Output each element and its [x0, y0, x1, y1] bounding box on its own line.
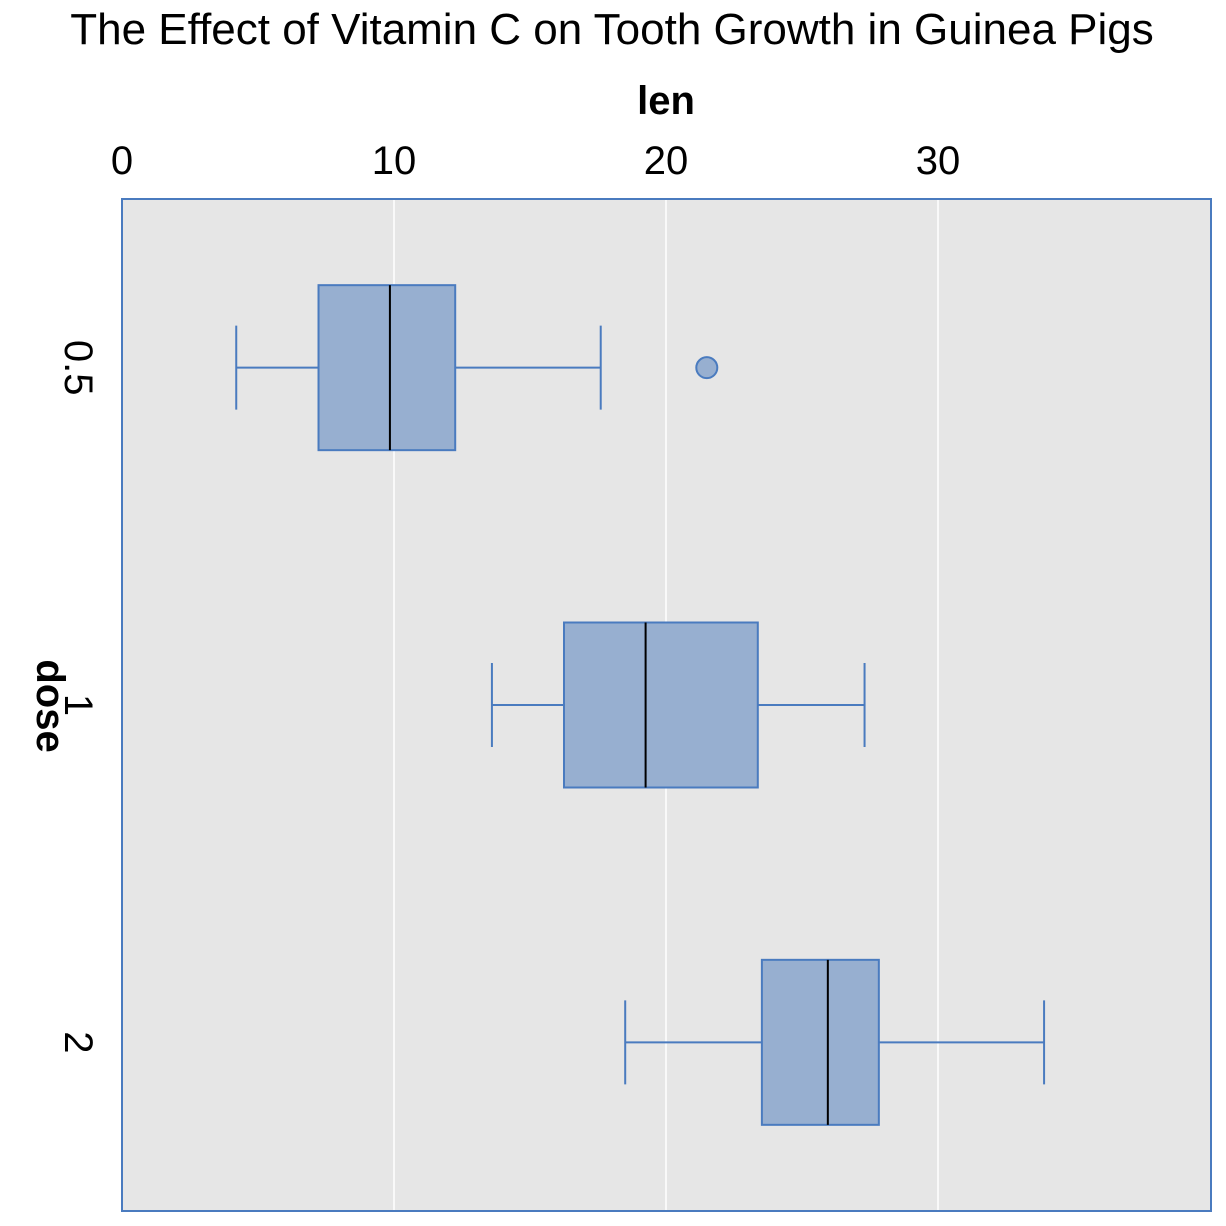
y-tick-labels: 0.5 1 2: [56, 340, 100, 1054]
plot-border: [121, 198, 1212, 1212]
box-0.5: [235, 284, 719, 452]
outlier-point: [695, 356, 719, 380]
y-tick-label: 1: [56, 694, 100, 716]
x-axis-title: len: [637, 79, 695, 123]
x-tick-label: 10: [372, 139, 417, 183]
y-axis-title: dose: [28, 659, 72, 752]
box-iqr: [317, 284, 457, 452]
box-iqr: [760, 958, 880, 1126]
x-tick-label: 30: [916, 139, 961, 183]
boxes: [235, 284, 1046, 1126]
box-iqr: [563, 621, 759, 789]
box-1: [490, 621, 866, 789]
box-2: [624, 958, 1046, 1126]
x-tick-label: 0: [111, 139, 133, 183]
y-tick-label: 2: [56, 1031, 100, 1053]
chart-title: The Effect of Vitamin C on Tooth Growth …: [70, 5, 1153, 54]
y-tick-label: 0.5: [56, 340, 100, 396]
x-tick-label: 20: [644, 139, 689, 183]
x-tick-labels: 0 10 20 30: [111, 139, 960, 183]
